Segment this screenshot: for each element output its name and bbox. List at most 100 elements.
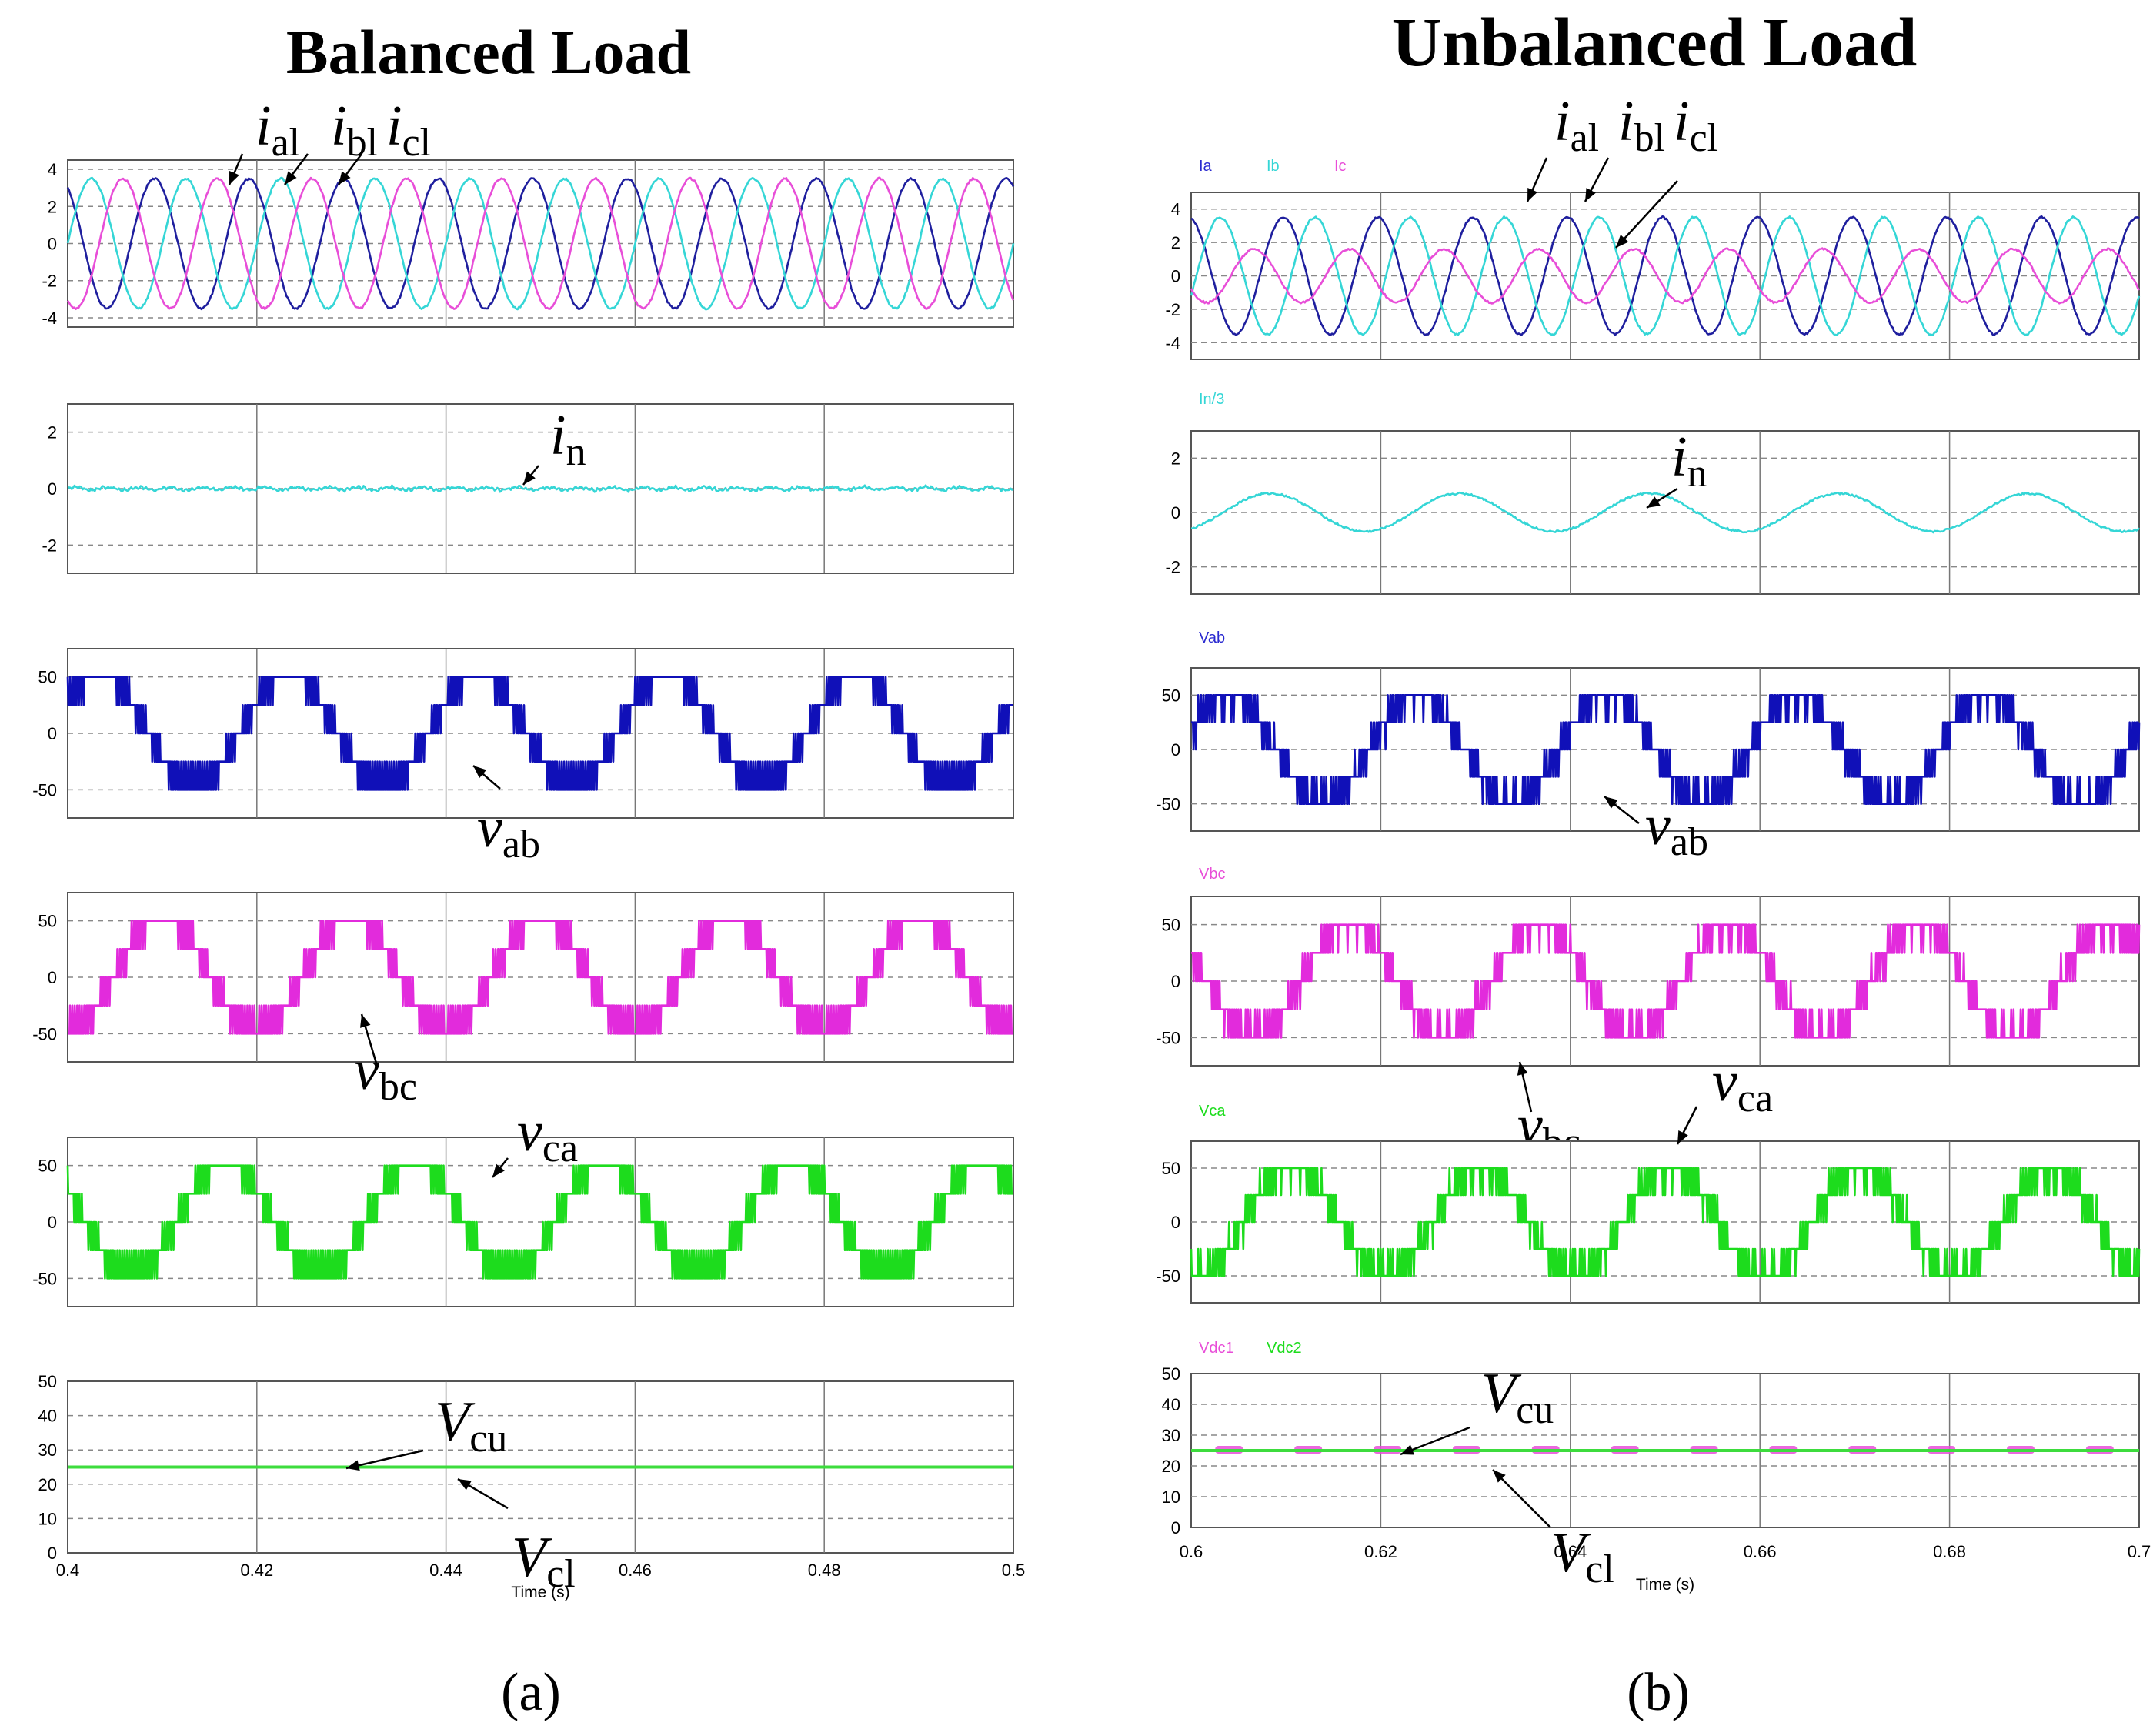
series-line [66, 176, 1015, 311]
series-line [67, 920, 1014, 1035]
annotation-label: ial [1554, 90, 1599, 160]
y-tick-label: 50 [1162, 1159, 1180, 1178]
x-tick-label: 0.46 [619, 1561, 652, 1580]
series-line [1190, 215, 2141, 336]
series-line [1190, 923, 2141, 1039]
annotation-label: vab [477, 796, 540, 866]
legend-entry: Vdc1 [1199, 1340, 1234, 1357]
y-tick-label: 10 [38, 1509, 57, 1528]
x-tick-label: 0.66 [1744, 1542, 1777, 1561]
series-line [1190, 247, 2141, 305]
series-line [66, 676, 1014, 791]
x-tick-label: 0.4 [56, 1561, 80, 1580]
y-tick-label: 0 [1171, 1518, 1180, 1537]
y-tick-label: 0 [1171, 1213, 1180, 1232]
y-tick-label: 0 [48, 479, 57, 499]
annotation-arrowhead [1616, 235, 1629, 248]
x-axis-label: Time (s) [1636, 1576, 1694, 1594]
annotation-label: icl [1674, 90, 1718, 160]
legend-entry: Ib [1267, 158, 1280, 175]
panel-3: 50 0 -50 Vab vab [1156, 629, 2141, 864]
annotation-arrowhead [229, 171, 239, 185]
annotation-label: Vcu [435, 1390, 507, 1461]
y-tick-label: 4 [1171, 200, 1180, 219]
legend-entry: Vca [1199, 1103, 1226, 1120]
y-tick-label: 2 [1171, 449, 1180, 468]
y-tick-label: -50 [32, 1024, 57, 1043]
y-tick-label: 40 [1162, 1395, 1180, 1414]
series-line [1190, 694, 2141, 805]
y-tick-label: -4 [1165, 333, 1180, 352]
x-tick-label: 0.42 [240, 1561, 273, 1580]
y-tick-label: 0 [48, 724, 57, 743]
series-line [67, 484, 1014, 493]
x-tick-label: 0.48 [808, 1561, 841, 1580]
legend-entry: Ic [1334, 158, 1347, 175]
annotation-label: vca [517, 1100, 578, 1170]
annotation-arrowhead [473, 766, 487, 779]
series-line [66, 176, 1015, 311]
y-tick-label: 4 [48, 160, 57, 179]
annotation-label: Vcl [1550, 1521, 1614, 1591]
y-tick-label: -2 [42, 536, 57, 555]
x-tick-label: 0.64 [1554, 1542, 1587, 1561]
y-tick-label: 20 [1162, 1457, 1180, 1476]
legend-entry: Vdc2 [1267, 1340, 1302, 1357]
x-axis-label: Time (s) [511, 1584, 569, 1601]
y-tick-label: 50 [38, 668, 57, 687]
annotation-arrowhead [360, 1014, 371, 1028]
y-tick-label: -50 [1156, 1028, 1180, 1047]
chart-b-title: Unbalanced Load [1392, 5, 1918, 81]
annotation-label: ibl [331, 95, 378, 165]
subfigure-label-b: (b) [1627, 1663, 1690, 1722]
y-tick-label: -4 [42, 309, 57, 328]
annotation-label: in [550, 404, 586, 474]
y-tick-label: 50 [1162, 686, 1180, 705]
x-tick-label: 0.44 [429, 1561, 462, 1580]
annotation-label: icl [386, 95, 431, 165]
panel-6: 50 40 30 20 10 0 Vcu Vcl [38, 1372, 1014, 1596]
annotation-arrowhead [339, 171, 351, 185]
panel-6: 50 40 30 20 10 0 Vdc1 Vdc2 Vcu Vcl [1162, 1340, 2140, 1591]
panel-1: 4 2 0 -2 -4 Ia Ib Ic ial ibl icl [1165, 90, 2141, 360]
x-tick-label: 0.5 [1002, 1561, 1026, 1580]
annotation-arrowhead [458, 1479, 472, 1491]
annotation-arrowhead [1604, 796, 1618, 809]
annotation-arrowhead [1677, 1130, 1688, 1144]
y-tick-label: 2 [48, 423, 57, 442]
annotation-arrowhead [492, 1163, 505, 1177]
y-tick-label: 0 [48, 968, 57, 987]
y-tick-label: 50 [38, 1372, 57, 1391]
y-tick-label: 0 [1171, 972, 1180, 991]
annotation-arrow-line [1492, 1469, 1551, 1528]
panel-3: 50 0 -50 vab [32, 648, 1014, 866]
y-tick-label: 30 [1162, 1426, 1180, 1445]
panel-5: 50 0 -50 Vca vca [1156, 1050, 2141, 1304]
annotation-label: Vcu [1481, 1362, 1554, 1432]
y-tick-label: 30 [38, 1441, 57, 1460]
y-tick-label: 0 [1171, 267, 1180, 286]
y-tick-label: -50 [1156, 1267, 1180, 1286]
x-tick-label: 0.62 [1364, 1542, 1397, 1561]
y-tick-label: -50 [32, 1269, 57, 1288]
x-tick-label: 0.68 [1933, 1542, 1966, 1561]
series-line [1190, 215, 2140, 336]
y-tick-label: 50 [1162, 916, 1180, 935]
series-line [66, 1164, 1014, 1280]
x-tick-label: 0.7 [2128, 1542, 2151, 1561]
y-tick-label: 50 [38, 912, 57, 931]
annotation-arrowhead [523, 471, 536, 485]
legend-entry: Ia [1199, 158, 1213, 175]
y-tick-label: 2 [1171, 233, 1180, 252]
annotation-arrow-line [1615, 180, 1678, 249]
y-tick-label: -50 [32, 780, 57, 800]
y-tick-label: 0 [48, 235, 57, 254]
annotation-arrowhead [1647, 496, 1661, 508]
y-tick-label: 50 [38, 1157, 57, 1176]
annotation-label: in [1671, 426, 1707, 496]
y-tick-label: 2 [48, 197, 57, 216]
panel-5: 50 0 -50 vca [32, 1100, 1014, 1307]
annotation-label: ial [255, 95, 300, 165]
